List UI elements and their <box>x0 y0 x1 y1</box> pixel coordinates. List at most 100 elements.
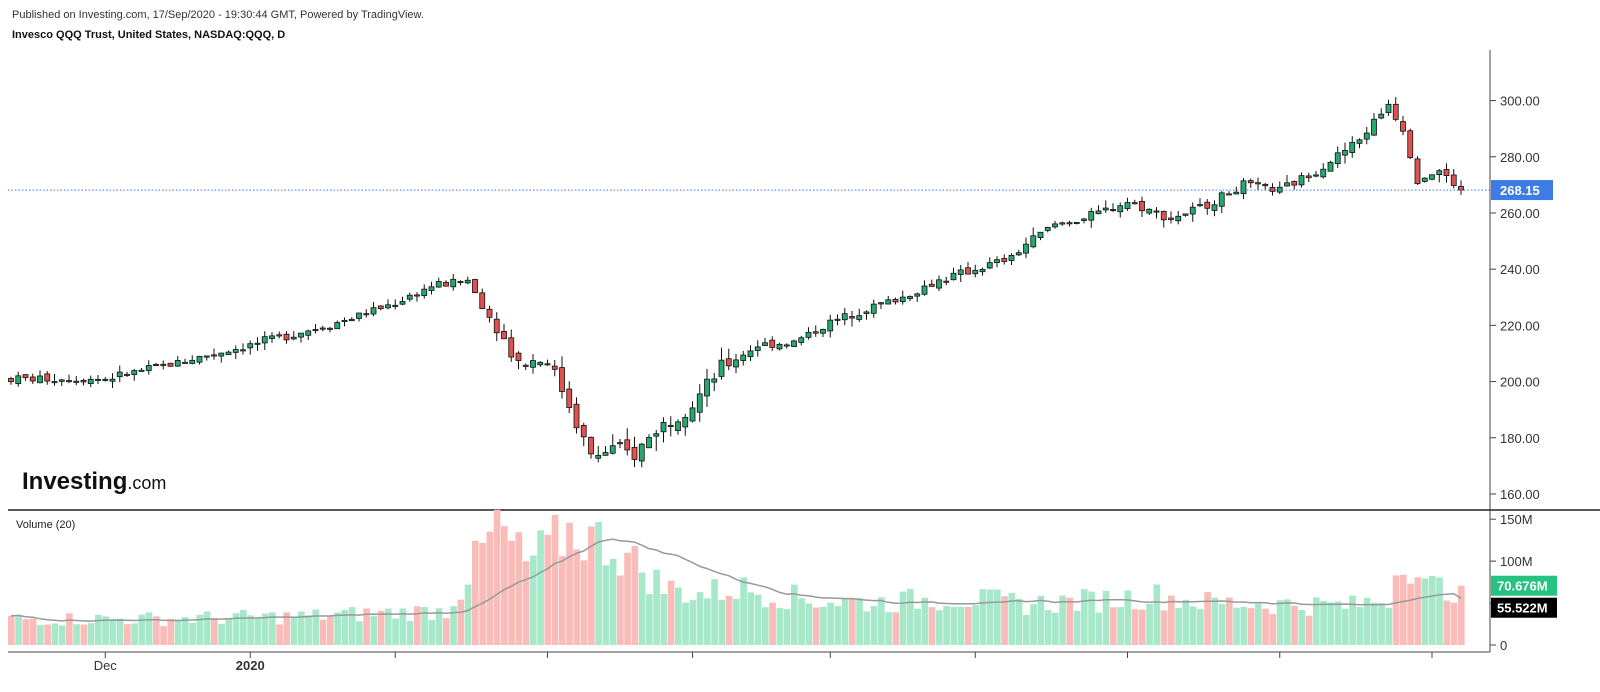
candle <box>863 310 870 320</box>
volume-bar <box>261 613 269 645</box>
candle <box>51 374 58 386</box>
volume-bar <box>1059 595 1066 645</box>
candle <box>1305 172 1312 183</box>
volume-bar <box>885 612 892 645</box>
candle <box>1349 136 1356 158</box>
time-axis-label: Dec <box>94 658 118 673</box>
candle-body <box>1168 217 1174 221</box>
candle <box>1081 217 1087 224</box>
candle-body <box>486 308 493 318</box>
volume-bar <box>718 599 726 645</box>
candle-body <box>1327 162 1334 172</box>
candle <box>914 292 921 302</box>
candle-body <box>232 349 239 353</box>
candle <box>1247 178 1254 188</box>
candle <box>1052 220 1058 229</box>
candle <box>443 280 449 287</box>
candle <box>783 343 790 349</box>
candle-body <box>653 433 660 437</box>
candle <box>595 445 602 463</box>
candle <box>617 439 623 449</box>
volume-bar <box>928 607 936 645</box>
candle-body <box>573 403 580 429</box>
volume-bar <box>1073 610 1081 645</box>
candle-body <box>124 373 130 376</box>
candle-body <box>298 332 304 338</box>
volume-bar <box>986 589 994 645</box>
candle <box>718 347 725 380</box>
candle <box>1407 128 1414 160</box>
candle-body <box>646 437 652 449</box>
volume-bar <box>646 594 653 645</box>
volume-bar <box>762 607 769 645</box>
candle-body <box>1095 210 1102 215</box>
candle-body <box>783 344 790 347</box>
candle <box>508 329 515 362</box>
candle-body <box>696 393 703 413</box>
candle-body <box>754 346 761 351</box>
volume-bar <box>1247 608 1255 645</box>
candle-body <box>211 354 217 357</box>
volume-bar <box>276 624 283 645</box>
volume-bar <box>1443 600 1451 645</box>
candle-body <box>472 279 478 294</box>
candle-body <box>370 307 377 315</box>
candle-body <box>15 375 22 385</box>
volume-bar <box>370 616 378 645</box>
candle <box>95 375 101 385</box>
volume-bar <box>849 598 856 645</box>
volume-bar <box>740 577 747 645</box>
candle <box>1073 221 1080 225</box>
candle <box>203 355 210 361</box>
volume-bar <box>1189 606 1197 645</box>
candle <box>921 280 928 296</box>
candle <box>87 375 94 388</box>
candle <box>1284 174 1290 187</box>
volume-bar <box>805 603 813 645</box>
candle <box>312 324 319 334</box>
volume-bar <box>1342 608 1349 645</box>
volume-bar <box>798 598 805 645</box>
candle-body <box>892 298 899 303</box>
candle-body <box>1450 174 1457 186</box>
investing-logo: Investing.com <box>22 468 166 495</box>
candle <box>450 274 457 291</box>
candle-body <box>1146 208 1153 214</box>
volume-bar <box>225 618 233 645</box>
candle-body <box>812 331 819 334</box>
candle-body <box>37 375 43 384</box>
candle-body <box>849 316 855 319</box>
volume-bar <box>696 592 704 645</box>
candle-body <box>22 374 29 379</box>
candle-body <box>747 350 754 358</box>
candle-body <box>1284 182 1290 187</box>
candle-body <box>450 278 457 288</box>
candle <box>363 309 370 318</box>
candle-body <box>914 293 921 297</box>
volume-bar <box>464 584 472 645</box>
candle-body <box>44 373 51 382</box>
candle-body <box>1233 191 1240 195</box>
candle-body <box>1052 223 1058 228</box>
volume-value-badges: 70.676M 55.522M <box>1491 575 1557 618</box>
volume-bar <box>153 616 160 645</box>
volume-bar <box>1255 603 1262 645</box>
candle-body <box>689 407 696 422</box>
candle-body <box>341 319 348 323</box>
volume-bar <box>450 606 457 645</box>
volume-bar <box>435 608 443 645</box>
candle <box>1131 199 1138 205</box>
volume-bar <box>863 611 871 645</box>
candle <box>457 280 464 286</box>
volume-bars <box>8 509 1465 645</box>
volume-bar <box>1276 600 1284 645</box>
volume-bar <box>711 579 718 645</box>
candle <box>667 416 674 437</box>
candle <box>1197 198 1203 207</box>
candle <box>66 374 72 384</box>
candle-body <box>950 272 957 281</box>
volume-bar <box>617 575 624 645</box>
candle <box>638 442 645 468</box>
volume-bar <box>203 611 211 645</box>
